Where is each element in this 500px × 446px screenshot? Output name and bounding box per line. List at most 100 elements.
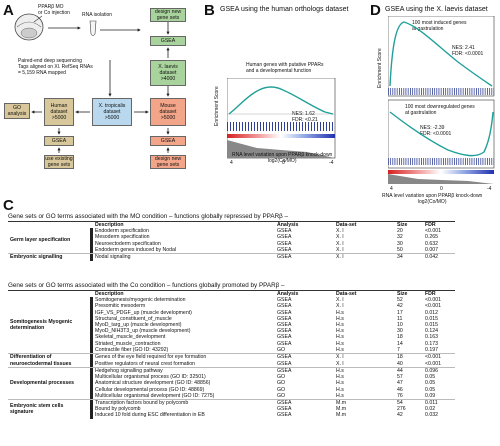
cell-fdr: <0.001 (425, 228, 442, 235)
table-row: Cellular developmental process (GO ID: 4… (8, 387, 455, 393)
panel-label-b: B (204, 2, 215, 19)
cell-size: 46 (397, 386, 403, 393)
cell-description: MyoD_targ_up (muscle development) (95, 322, 182, 329)
cell-fdr: 0.632 (425, 240, 438, 247)
cell-analysis: GSEA (277, 354, 292, 361)
col-fdr: FDR (425, 222, 436, 228)
cell-fdr: <0.001 (425, 360, 442, 367)
cell-fdr: 0.015 (425, 322, 438, 329)
human-dataset-box: Human dataset >5000 (44, 98, 74, 126)
cell-size: 7 (397, 346, 400, 353)
table-row: Developmental processes Hedgehog signalli… (8, 367, 455, 400)
cell-dataset: H.s (336, 334, 344, 341)
cell-size: 52 (397, 297, 403, 304)
design-new-gene-sets-bottom: design new gene sets (150, 155, 186, 169)
cell-size: 40 (397, 360, 403, 367)
cell-size: 18 (397, 334, 403, 341)
col-dataset-2: Data-set (336, 291, 357, 297)
cell-description: Contractile fiber (GO ID: 43292) (95, 346, 169, 353)
panel-d-title: GSEA using the X. laevis dataset (385, 6, 488, 13)
cell-fdr: 0.09 (425, 392, 436, 399)
cell-size: 50 (397, 246, 403, 253)
embryo-illustration (14, 13, 44, 41)
cell-analysis: GSEA (277, 412, 292, 419)
cell-fdr: <0.001 (425, 297, 442, 304)
cell-description: Multicellular organismal process (GO ID:… (95, 374, 206, 381)
cell-fdr: 0.197 (425, 346, 438, 353)
cell-analysis: GSEA (277, 303, 292, 310)
cell-dataset: X. l (336, 240, 344, 247)
panel-d-ylabel: Enrichment Score (377, 48, 383, 88)
cell-size: 18 (397, 354, 403, 361)
panel-d-top-stats: NES: 2.41 FDR: <0.0001 (452, 45, 484, 57)
panel-label-c: C (3, 197, 14, 214)
cell-size: 30 (397, 328, 403, 335)
col-size-2: Size (397, 291, 408, 297)
panel-b-enrichment-plot (227, 78, 336, 159)
cell-analysis: GSEA (277, 315, 292, 322)
cell-size: 276 (397, 406, 406, 413)
use-existing-gene-sets-box: use existing gene sets (44, 155, 74, 169)
cell-description: Induced 10 fold during ESC differentiati… (95, 412, 205, 419)
cell-analysis: GSEA (277, 368, 292, 375)
cell-description: Presomitic mesoderm (95, 303, 146, 310)
cell-size: 47 (397, 380, 403, 387)
cell-dataset: X. l (336, 303, 344, 310)
cell-fdr: 0.173 (425, 340, 438, 347)
cell-description: Transcription factors bound by polycomb (95, 400, 189, 407)
cell-size: 32 (397, 234, 403, 241)
cell-fdr: 0.042 (425, 254, 438, 261)
cell-description: Mesoderm specification (95, 234, 150, 241)
cell-fdr: 0.015 (425, 315, 438, 322)
cell-fdr: 0.096 (425, 368, 438, 375)
cell-dataset: H.s (336, 392, 344, 399)
group-bar (90, 253, 93, 261)
cell-dataset: H.s (336, 374, 344, 381)
cell-size: 11 (397, 315, 403, 322)
cell-description: Structural_constituent_of_muscle (95, 315, 172, 322)
cell-dataset: X. l (336, 360, 344, 367)
table-row: Embryonic signalling Nodal signaling GSEA X… (8, 253, 455, 261)
cell-size: 14 (397, 340, 403, 347)
cell-fdr: 0.011 (425, 400, 438, 407)
table-row: Endoderm genes induced by Nodal GSEA X. l 5… (8, 247, 455, 254)
bottom-enrichment-curve (389, 111, 494, 157)
col-fdr-2: FDR (425, 291, 436, 297)
col-analysis: Analysis (277, 222, 299, 228)
cell-analysis: GSEA (277, 240, 292, 247)
table-row: Skeletal_muscle_development GSEA H.s 18 0.16… (8, 334, 455, 340)
cell-analysis: GSEA (277, 406, 292, 413)
xlaevis-dataset-box: X. laevis dataset >4000 (150, 60, 186, 86)
table-row: Multicellular organismal development (GO… (8, 393, 455, 400)
group-bar (90, 353, 93, 368)
table-row: Contractile fiber (GO ID: 43292) GO H.s 7 0.… (8, 347, 455, 354)
cell-fdr: <0.001 (425, 354, 442, 361)
panel-d-xlabel: RNA level variation upon PPARβ knock-dow… (382, 193, 483, 205)
panel-d-bottom-annotation: 100 most downregulated genes at gastrula… (405, 104, 475, 116)
cell-analysis: GSEA (277, 400, 292, 407)
table-row: Mesoderm specification GSEA X. l 32 0.265 (8, 234, 455, 240)
cell-description: Striated_muscle_contraction (95, 340, 161, 347)
panel-d-xtick-2: 0 (440, 186, 443, 192)
cell-size: 30 (397, 240, 403, 247)
cell-fdr: 0.163 (425, 334, 438, 341)
cell-size: 44 (397, 368, 403, 375)
cell-description: Neuroectoderm specification (95, 240, 161, 247)
table-row: Induced 10 fold during ESC differentiati… (8, 412, 455, 418)
cell-fdr: 0.124 (425, 328, 438, 335)
cell-fdr: 0.05 (425, 374, 436, 381)
cell-size: 20 (397, 228, 403, 235)
design-new-gene-sets-top: design new gene sets (150, 8, 186, 22)
cell-size: 34 (397, 254, 403, 261)
group-bar (90, 228, 93, 254)
section2-title: Gene sets or GO terms associated with th… (8, 282, 285, 289)
cell-description: Anatomical structure development (GO ID:… (95, 380, 211, 387)
sequencing-label: Paired-end deep sequencing Tags aligned … (18, 58, 93, 76)
cell-dataset: X. l (336, 246, 344, 253)
cell-description: Skeletal_muscle_development (95, 334, 166, 341)
cell-description: Hedgehog signalling pathway (95, 368, 163, 375)
table-row: IGF_VS_PDGF_up (muscle development) GSEA H… (8, 310, 455, 316)
panel-d-bottom-stats: NES: -2.39 FDR: <0.0001 (420, 125, 452, 137)
group-label: Developmental processes (10, 380, 75, 387)
col-dataset: Data-set (336, 222, 357, 228)
